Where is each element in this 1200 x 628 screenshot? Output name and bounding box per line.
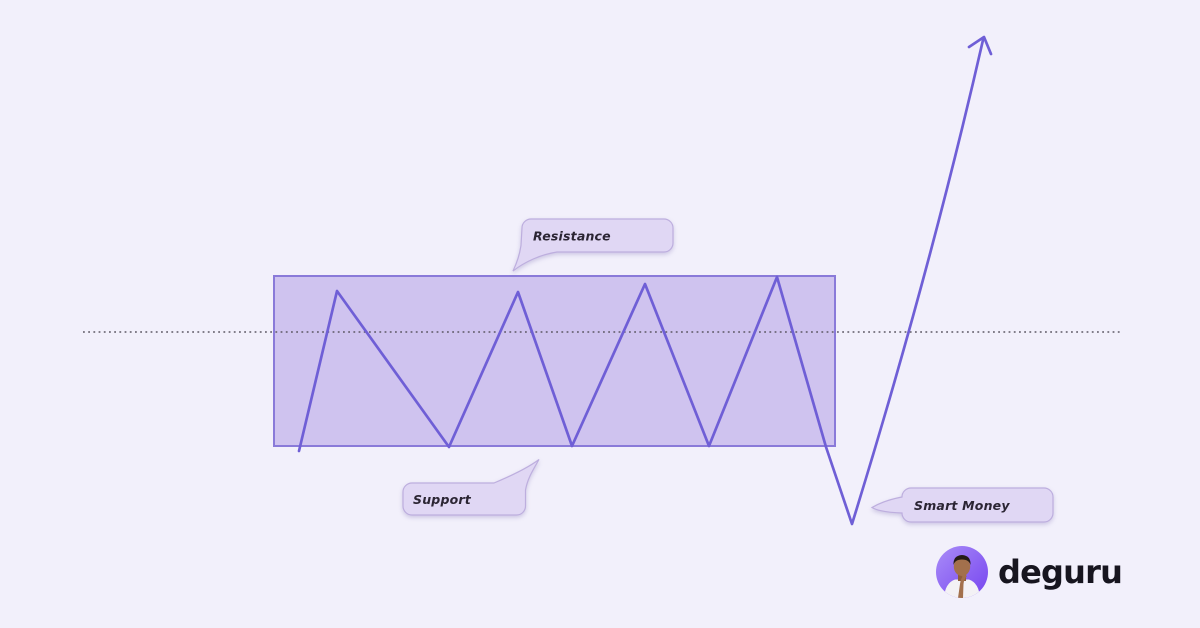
smart-money-bubble <box>870 487 1054 523</box>
resistance-label: Resistance <box>533 229 611 244</box>
brand-avatar <box>936 546 988 598</box>
avatar-face <box>953 557 971 576</box>
consolidation-range-box <box>273 275 836 447</box>
smart-money-label: Smart Money <box>914 498 1010 513</box>
support-bubble <box>402 459 540 516</box>
avatar-hair <box>953 555 971 565</box>
price-action-line <box>297 38 985 526</box>
resistance-bubble <box>512 218 674 272</box>
support-label: Support <box>413 492 472 507</box>
avatar-hand <box>960 569 967 578</box>
brand-lockup: deguru <box>936 546 1123 598</box>
brand-name: deguru <box>998 553 1123 591</box>
avatar-arm <box>958 574 967 598</box>
breakout-arrow-head-icon <box>967 35 993 56</box>
